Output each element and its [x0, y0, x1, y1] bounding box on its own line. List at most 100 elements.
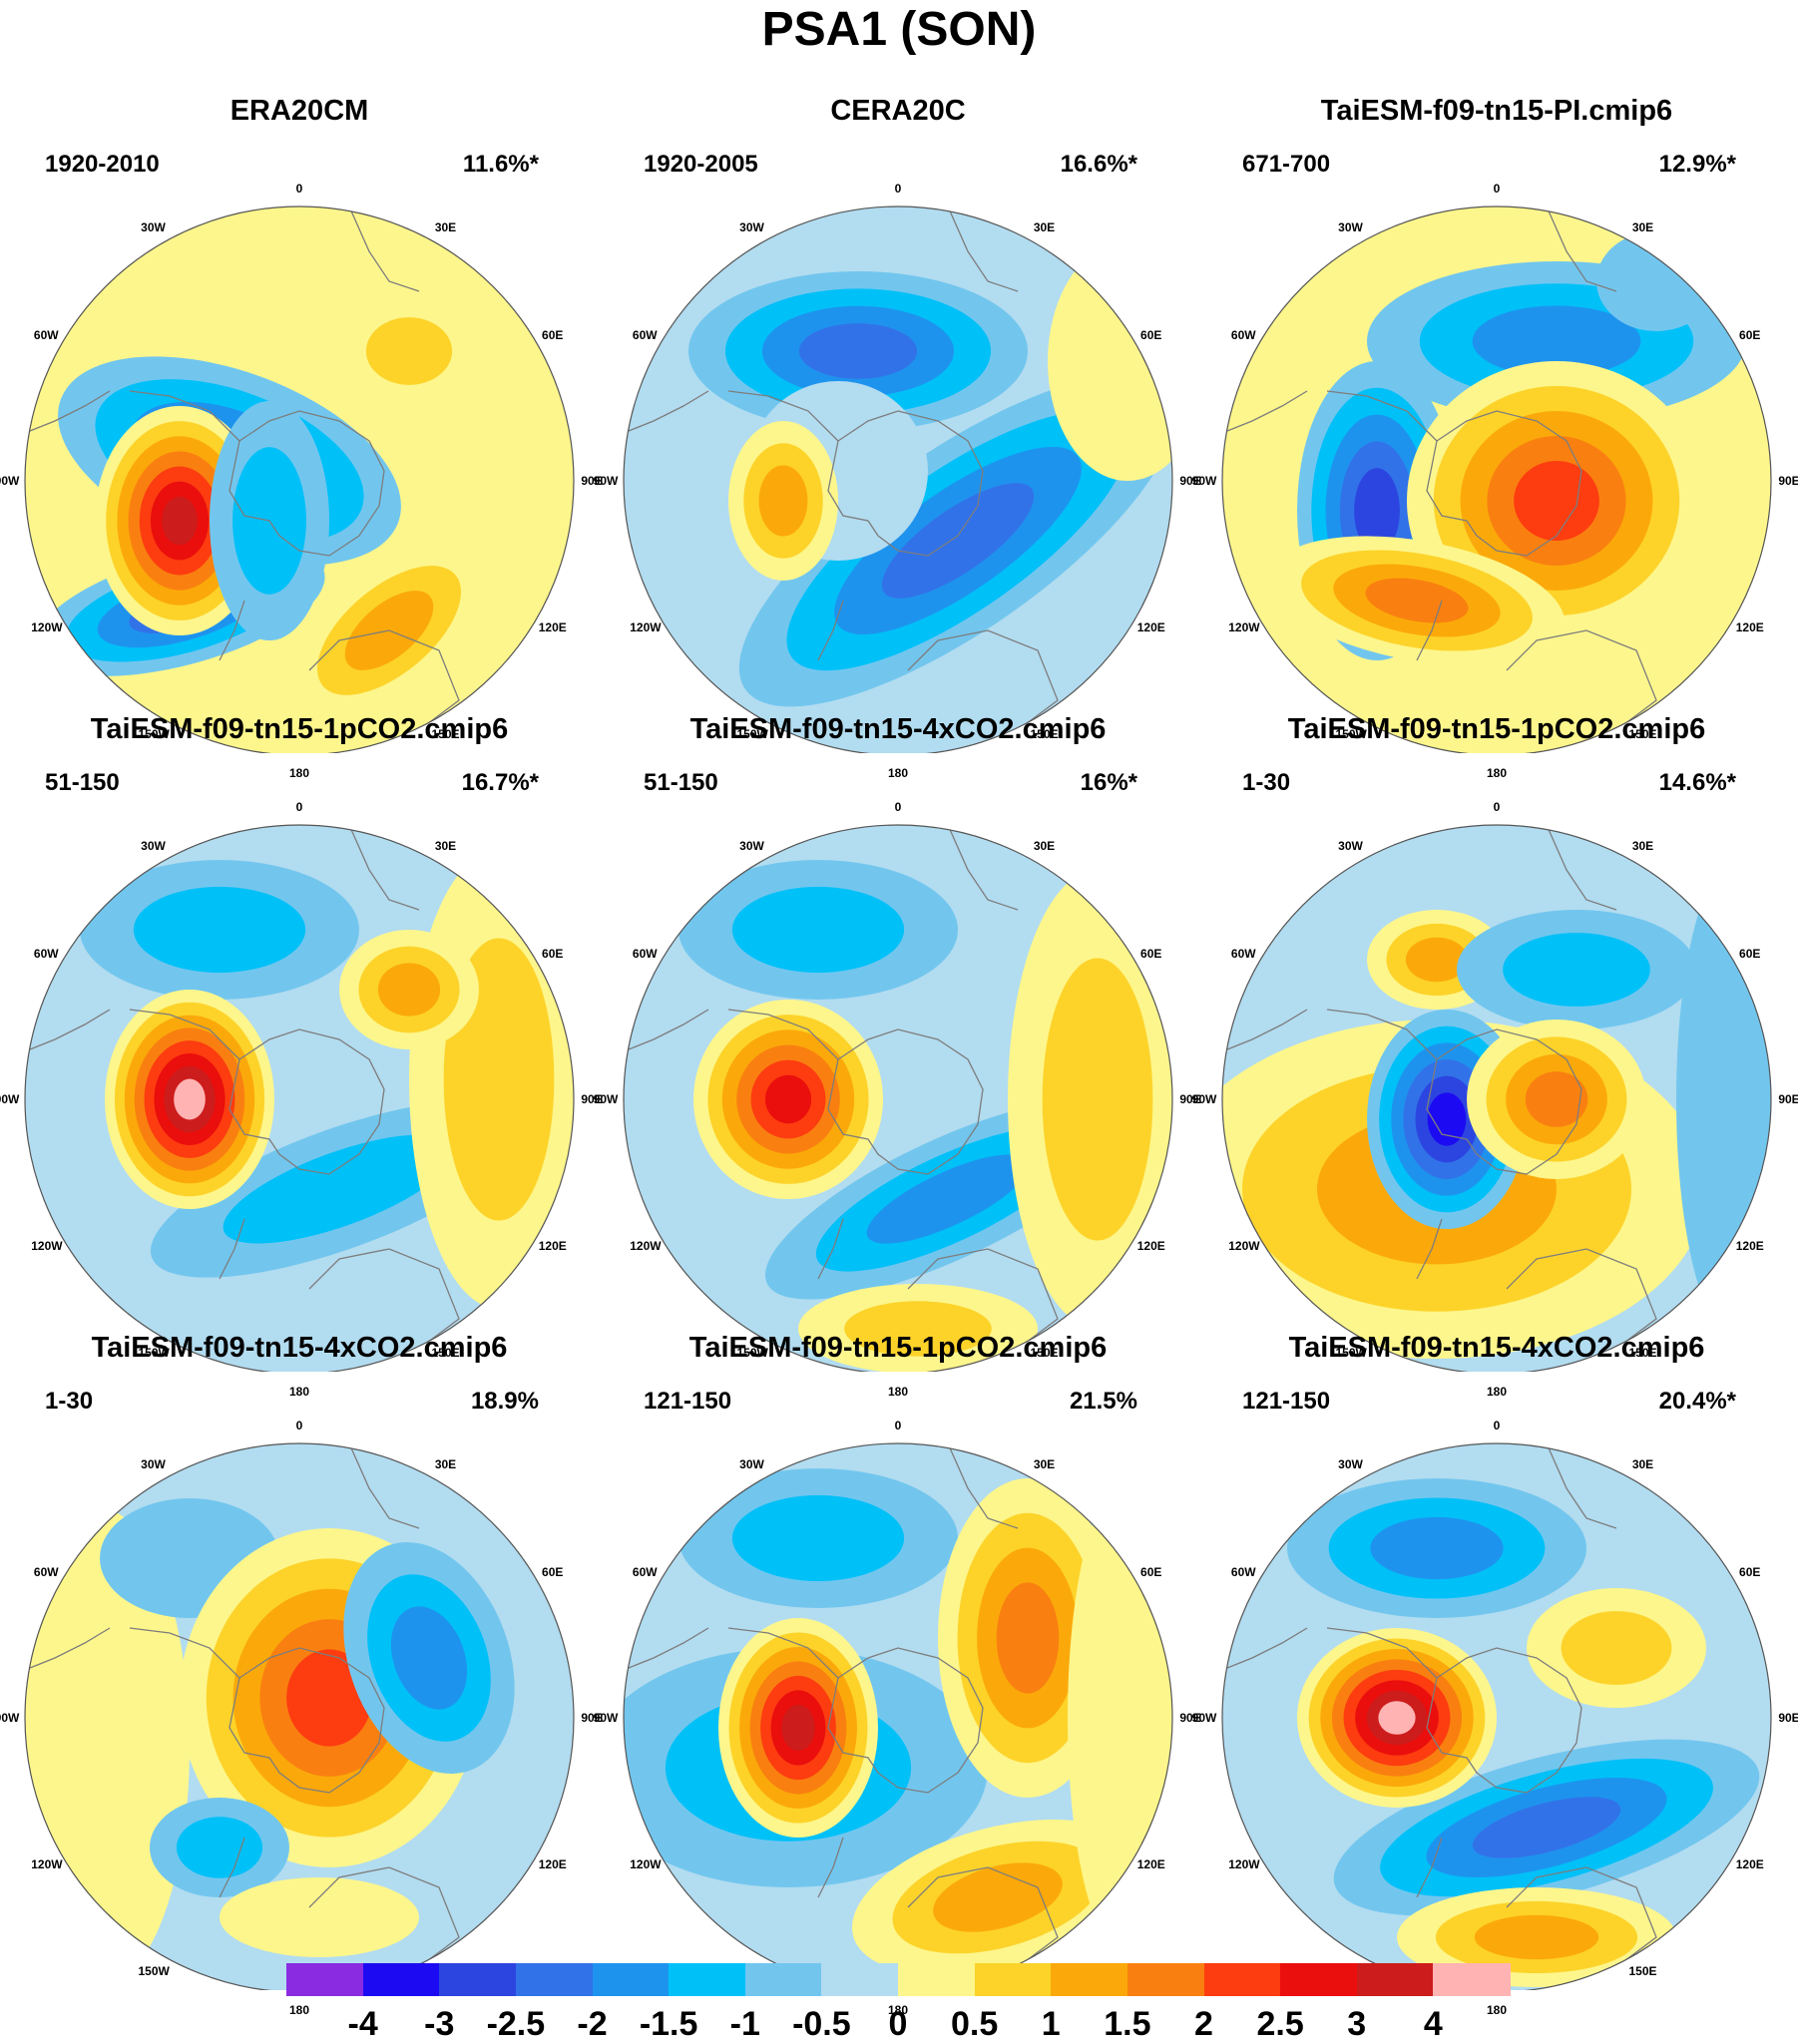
panel-period: 1-30	[45, 1388, 94, 1415]
colorbar-swatch	[1356, 1963, 1434, 1996]
panel-period: 1920-2010	[45, 151, 160, 178]
longitude-label: 120E	[1735, 1238, 1764, 1253]
coastline	[228, 1028, 385, 1175]
map-panel: CERA20C 1920-2005 16.6%* 0 30E 60E 90E 120E 150E…	[594, 95, 1201, 780]
colorbar-swatch	[1051, 1963, 1128, 1996]
panel-title: TaiESM-f09-tn15-4xCO2.cmip6	[1288, 1332, 1705, 1364]
longitude-label: 120W	[1228, 1238, 1260, 1253]
longitude-label: 0	[295, 182, 303, 196]
longitude-label: 90E	[581, 1092, 603, 1106]
longitude-label: 120E	[1735, 1856, 1764, 1871]
coastline	[628, 1009, 709, 1050]
coastline	[1426, 1647, 1582, 1794]
longitude-label: 120E	[1136, 1238, 1165, 1253]
coastline	[907, 1866, 1059, 1968]
anomaly-field	[25, 206, 574, 753]
colorbar-tick-label: -0.5	[792, 2005, 851, 2043]
longitude-label: 90W	[593, 1092, 619, 1106]
colorbar-tick-label: -2.5	[486, 2005, 546, 2043]
longitude-label: 30W	[739, 839, 764, 854]
anomaly-contour	[377, 963, 441, 1017]
anomaly-contour	[1503, 933, 1650, 1007]
coastline	[1506, 629, 1657, 731]
coastline	[907, 1248, 1059, 1350]
longitude-label: 30W	[1338, 839, 1363, 854]
longitude-label: 120W	[31, 1238, 63, 1253]
coastline	[907, 629, 1059, 731]
longitude-label: 90W	[0, 474, 20, 488]
colorbar-tick-label: -3	[424, 2005, 455, 2043]
longitude-label: 150E	[431, 1345, 460, 1360]
map-boundary	[24, 1442, 575, 1990]
coastline	[1326, 1009, 1438, 1060]
colorbar-swatch	[515, 1963, 593, 1996]
anomaly-contour	[174, 1078, 206, 1120]
longitude-label: 150W	[1335, 726, 1367, 741]
map-boundary	[1221, 205, 1772, 753]
coastline	[348, 1443, 420, 1529]
coastline	[1416, 1837, 1443, 1898]
colorbar-swatch	[592, 1963, 670, 1996]
coastline	[1326, 1627, 1438, 1679]
anomaly-field	[1222, 825, 1771, 1372]
coastline	[348, 206, 420, 292]
map-panel: TaiESM-f09-tn15-1pCO2.cmip6 121-150 21.5% 0…	[594, 1332, 1201, 2017]
polar-map	[623, 824, 1173, 1372]
polar-map	[24, 205, 575, 753]
anomaly-contour	[220, 1877, 419, 1957]
coastline	[727, 1009, 839, 1060]
coastline	[1506, 1866, 1657, 1968]
panel-variance-percent: 20.4%*	[1658, 1388, 1736, 1415]
colorbar-swatch	[1280, 1963, 1358, 1996]
coastline	[29, 1009, 111, 1050]
longitude-label: 180	[887, 766, 909, 780]
anomaly-contour	[1365, 578, 1469, 623]
panel-period: 671-700	[1242, 151, 1331, 178]
map-panel: TaiESM-f09-tn15-1pCO2.cmip6 51-150 16.7%* 0…	[0, 713, 603, 1399]
longitude-label: 0	[894, 800, 902, 814]
colorbar-tick-label: -2	[577, 2005, 608, 2043]
anomaly-contour	[1427, 1092, 1467, 1146]
coastline	[1546, 206, 1617, 292]
anomaly-contour	[798, 323, 918, 379]
longitude-label: 120W	[31, 1856, 63, 1871]
panel-title: CERA20C	[830, 95, 966, 127]
anomaly-contour	[1068, 1478, 1172, 1957]
coastline	[1226, 390, 1308, 432]
anomaly-field	[624, 1443, 1172, 1990]
panel-period: 51-150	[45, 769, 120, 796]
longitude-label: 30W	[141, 1457, 166, 1472]
longitude-label: 0	[894, 182, 902, 196]
longitude-label: 30E	[1631, 220, 1654, 235]
longitude-label: 150E	[1628, 726, 1657, 741]
coastline	[219, 1837, 245, 1898]
longitude-label: 30W	[1338, 1457, 1363, 1472]
longitude-label: 180	[887, 1385, 909, 1399]
coastline	[29, 390, 111, 432]
anomaly-contour	[731, 886, 905, 974]
longitude-label: 30E	[1033, 220, 1056, 235]
coastline	[1506, 1248, 1657, 1350]
longitude-label: 150W	[138, 1963, 170, 1978]
longitude-label: 180	[288, 766, 310, 780]
map-boundary	[623, 1442, 1173, 1990]
anomaly-contour	[764, 1074, 812, 1124]
anomaly-contour	[1370, 1516, 1504, 1580]
coastline	[1546, 1443, 1617, 1529]
anomaly-contour	[866, 1154, 1030, 1244]
longitude-label: 90W	[1191, 474, 1217, 488]
map-boundary	[623, 824, 1173, 1372]
coastline	[308, 1866, 460, 1968]
coastline	[1226, 1009, 1308, 1050]
longitude-label: 30E	[434, 220, 457, 235]
panel-variance-percent: 12.9%*	[1658, 151, 1736, 178]
coastline	[308, 629, 460, 731]
colorbar-tick-label: -4	[347, 2005, 378, 2043]
longitude-label: 180	[288, 1385, 310, 1399]
longitude-label: 120W	[31, 619, 63, 634]
colorbar-swatch	[744, 1963, 822, 1996]
longitude-label: 60W	[1230, 946, 1256, 961]
anomaly-field	[624, 825, 1172, 1372]
colorbar-tick-label: 0	[888, 2005, 908, 2043]
coastline	[1426, 410, 1582, 557]
